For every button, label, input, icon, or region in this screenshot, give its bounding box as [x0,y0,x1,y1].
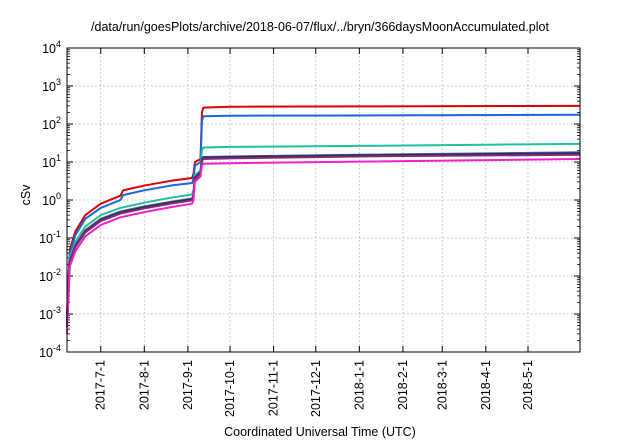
x-tick-label: 2017-7-1 [94,360,108,410]
x-tick-label: 2018-1-1 [352,360,366,410]
x-axis-label: Coordinated Universal Time (UTC) [224,425,416,439]
y-tick-label: 104 [42,39,61,56]
x-tick-label: 2018-5-1 [521,360,535,410]
x-tick-label: 2017-11-1 [267,360,281,416]
plot-frame [66,47,581,353]
series-line-4 [66,151,581,326]
x-tick-label: 2017-8-1 [137,360,151,410]
axis-ticks: 10-4 10-3 10-2 10-1 100 101 102 103 104 2017-7-1 2… [39,39,580,417]
y-tick-label: 102 [42,115,61,132]
series-line-5 [66,152,581,326]
x-tick-label: 2017-10-1 [223,360,237,417]
series-line-7 [66,157,581,334]
y-tick-label: 100 [42,191,61,208]
x-tick-label: 2017-9-1 [181,360,195,410]
y-tick-label: 10-1 [39,229,61,246]
y-tick-label: 10-3 [39,305,61,322]
series-line-3 [66,142,581,323]
series-lines [66,104,581,334]
y-tick-label: 103 [42,77,61,94]
x-tick-label: 2017-12-1 [309,360,323,417]
x-tick-label: 2018-3-1 [435,360,449,410]
chart-title: /data/run/goesPlots/archive/2018-06-07/f… [91,20,549,34]
y-tick-label: 101 [42,153,61,170]
x-tick-label: 2018-2-1 [396,360,410,410]
y-tick-label: 10-2 [39,267,61,284]
series-line-1 [66,104,581,315]
series-line-6 [66,153,581,328]
x-tick-label: 2018-4-1 [479,360,493,410]
grid-lines [67,48,580,352]
series-line-2 [66,113,581,318]
y-tick-label: 10-4 [39,343,61,360]
